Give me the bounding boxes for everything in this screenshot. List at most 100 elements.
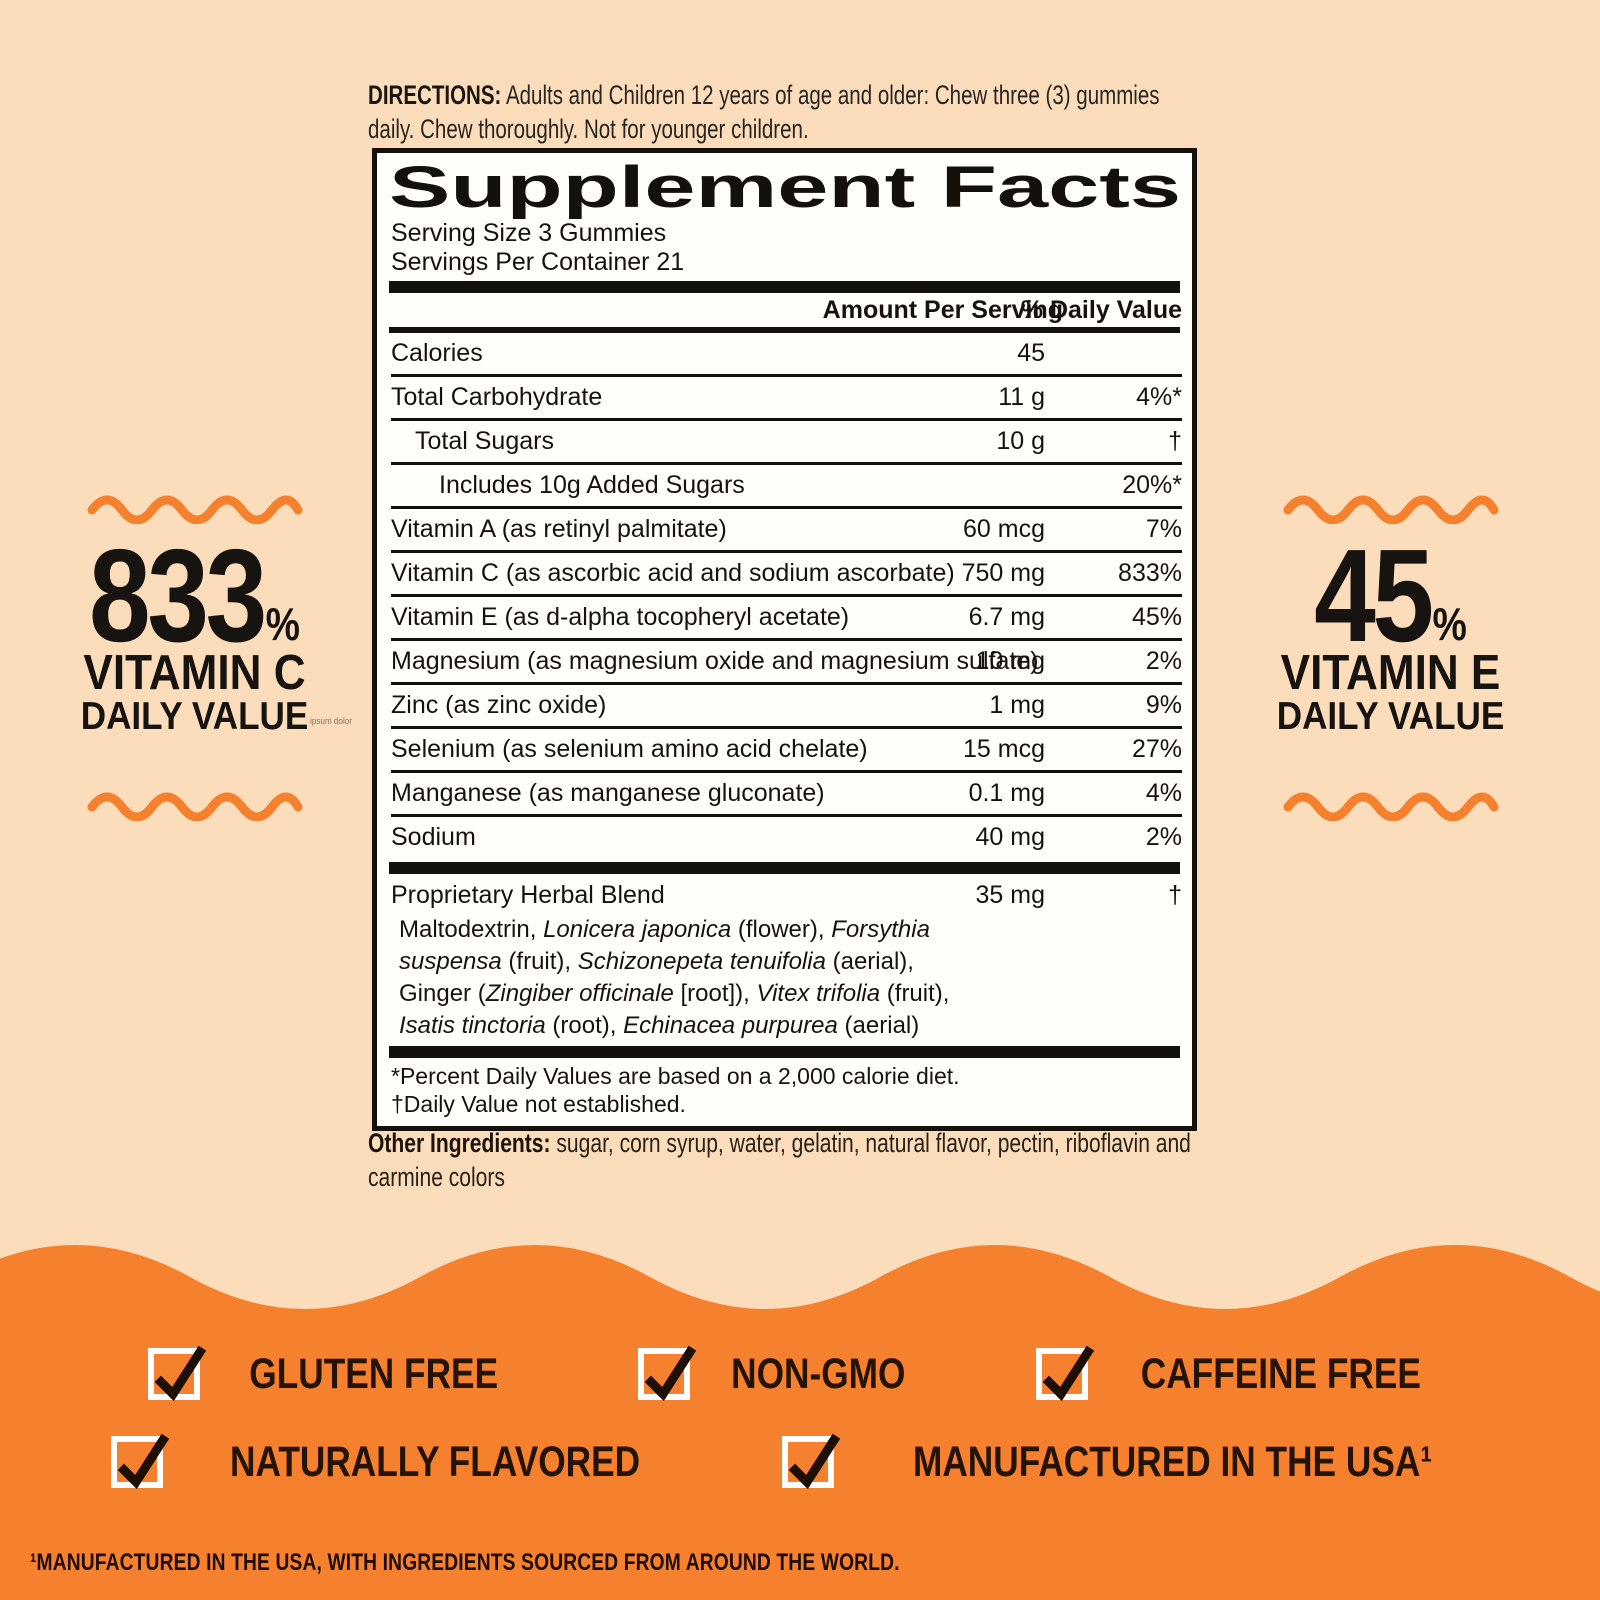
usa-footnote: ¹MANUFACTURED IN THE USA, WITH INGREDIEN…: [30, 1549, 900, 1576]
nutrient-row: Total Carbohydrate 11 g 4%*: [391, 374, 1182, 418]
vitamin-e-percent: 45 %: [1271, 522, 1510, 669]
nutrient-dv: 2%: [1145, 823, 1182, 851]
nutrient-row: Selenium (as selenium amino acid chelate…: [391, 726, 1182, 770]
nutrient-amount: 10 mg: [975, 647, 1045, 675]
nutrient-dv: 20%*: [1122, 471, 1182, 499]
nutrient-dv: 833%: [1118, 559, 1182, 587]
nutrient-row: Zinc (as zinc oxide) 1 mg 9%: [391, 682, 1182, 726]
nutrient-name: Vitamin E (as d-alpha tocopheryl acetate…: [391, 603, 850, 631]
percent-sign: %: [1432, 598, 1467, 650]
divider-thick: [389, 1046, 1180, 1058]
nutrient-dv: 9%: [1145, 691, 1182, 719]
nutrient-row: Vitamin C (as ascorbic acid and sodium a…: [391, 550, 1182, 594]
nutrient-amount: 40 mg: [975, 823, 1045, 851]
serving-size: Serving Size 3 Gummies: [391, 219, 667, 247]
servings-per-container: Servings Per Container 21: [391, 248, 685, 276]
checkbox-icon: [637, 1345, 696, 1402]
vitamin-e-value: 45: [1314, 522, 1434, 669]
watermark-text: ipsum dolor: [310, 716, 352, 726]
badge-manufactured-usa: MANUFACTURED IN THE USA¹: [781, 1433, 1489, 1490]
percent-sign: %: [265, 598, 300, 650]
nutrient-name: Calories: [391, 339, 483, 367]
column-daily-value: % Daily Value: [1020, 296, 1182, 324]
nutrient-row: Manganese (as manganese gluconate) 0.1 mg…: [391, 770, 1182, 814]
panel-title-text: Supplement Facts: [389, 157, 1181, 219]
other-ingredients-body: sugar, corn syrup, water, gelatin, natur…: [368, 1128, 1191, 1192]
nutrient-name: Total Sugars: [415, 427, 554, 455]
vitamin-c-percent: 833 %: [75, 522, 314, 669]
nutrient-amount: 1 mg: [989, 691, 1045, 719]
badge-row-1: GLUTEN FREE NON-GMO CAFFEINE FREE: [0, 1345, 1600, 1402]
nutrient-amount: 750 mg: [961, 559, 1045, 587]
daily-value-label: DAILY VALUE ipsum dolor: [66, 697, 352, 736]
nutrient-name: Magnesium (as magnesium oxide and magnes…: [391, 647, 1039, 675]
nutrient-dv: 4%: [1145, 779, 1182, 807]
nutrient-amount: 11 g: [998, 383, 1045, 411]
checkbox-icon: [148, 1345, 207, 1402]
nutrient-dv: 45%: [1131, 603, 1182, 631]
nutrient-row: Magnesium (as magnesium oxide and magnes…: [391, 638, 1182, 682]
column-amount-per-serving: Amount Per Serving: [822, 296, 1063, 324]
blend-name: Proprietary Herbal Blend: [391, 881, 665, 909]
divider-thick: [389, 862, 1180, 874]
squiggle-icon: [87, 495, 302, 524]
squiggle-icon: [1283, 792, 1498, 821]
checkbox-icon: [1036, 1345, 1095, 1402]
nutrient-dv: 2%: [1145, 647, 1182, 675]
directions-label: DIRECTIONS:: [368, 80, 502, 110]
nutrient-amount: 0.1 mg: [968, 779, 1045, 807]
vitamin-e-label: VITAMIN E: [1280, 646, 1501, 700]
badge-caffeine-free: CAFFEINE FREE: [1036, 1345, 1452, 1402]
vitamin-c-label: VITAMIN C: [83, 646, 306, 700]
blend-ingredients: Maltodextrin, Lonicera japonica (flower)…: [399, 916, 950, 1039]
nutrient-name: Includes 10g Added Sugars: [439, 471, 745, 499]
squiggle-icon: [1283, 495, 1498, 524]
nutrient-row: Includes 10g Added Sugars 20%*: [391, 462, 1182, 506]
wave-band: [0, 1245, 1600, 1600]
vitamin-c-callout: 833 % VITAMIN C DAILY VALUE ipsum dolor: [52, 484, 352, 821]
nutrient-amount: 10 g: [996, 427, 1045, 455]
nutrient-name: Zinc (as zinc oxide): [391, 691, 607, 719]
vitamin-c-value: 833: [89, 522, 267, 669]
badge-label: CAFFEINE FREE: [1140, 1350, 1422, 1398]
nutrient-row: Sodium 40 mg 2%: [391, 814, 1182, 858]
nutrient-name: Vitamin A (as retinyl palmitate): [391, 515, 727, 543]
nutrient-name: Sodium: [391, 823, 476, 851]
nutrient-amount: 15 mcg: [963, 735, 1045, 763]
badge-label: GLUTEN FREE: [249, 1350, 499, 1398]
divider-thick: [389, 281, 1180, 293]
supplement-facts-title: Supplement Facts: [389, 157, 1181, 219]
badge-label: NON-GMO: [730, 1350, 906, 1398]
nutrient-name: Total Carbohydrate: [391, 383, 603, 411]
checkbox-icon: [111, 1433, 170, 1490]
nutrient-rows: Calories 45 Total Carbohydrate 11 g 4%* Total…: [391, 333, 1182, 858]
table-header: Amount Per Serving % Daily Value: [391, 293, 1182, 327]
nutrient-row: Vitamin A (as retinyl palmitate) 60 mcg 7%: [391, 506, 1182, 550]
nutrient-dv: 7%: [1145, 515, 1182, 543]
blend-dv: †: [1168, 881, 1182, 909]
nutrient-dv: †: [1168, 427, 1182, 455]
herbal-blend-row: Proprietary Herbal Blend 35 mg †: [391, 876, 1182, 914]
badge-label: NATURALLY FLAVORED: [230, 1438, 641, 1486]
checkbox-icon: [781, 1433, 840, 1490]
other-ingredients: Other Ingredients: sugar, corn syrup, wa…: [368, 1126, 1230, 1194]
badge-gluten-free: GLUTEN FREE: [148, 1345, 525, 1402]
nutrient-amount: 60 mcg: [963, 515, 1045, 543]
daily-value-text: DAILY VALUE: [80, 695, 309, 738]
nutrient-row: Vitamin E (as d-alpha tocopheryl acetate…: [391, 594, 1182, 638]
nutrient-name: Vitamin C (as ascorbic acid and sodium a…: [391, 559, 955, 587]
other-ingredients-label: Other Ingredients:: [368, 1128, 551, 1158]
nutrient-amount: 45: [1017, 339, 1045, 367]
badge-non-gmo: NON-GMO: [637, 1345, 925, 1402]
squiggle-icon: [87, 792, 302, 821]
footnote-percent-dv: *Percent Daily Values are based on a 2,0…: [391, 1063, 960, 1089]
nutrient-row: Calories 45: [391, 333, 1182, 374]
divider-medium: [389, 327, 1180, 333]
nutrient-amount: 6.7 mg: [968, 603, 1045, 631]
badge-label: MANUFACTURED IN THE USA¹: [912, 1438, 1432, 1486]
daily-value-label: DAILY VALUE: [1276, 695, 1505, 738]
nutrient-name: Selenium (as selenium amino acid chelate…: [391, 735, 868, 763]
nutrient-name: Manganese (as manganese gluconate): [391, 779, 825, 807]
nutrient-row: Total Sugars 10 g †: [391, 418, 1182, 462]
footnote-dagger: †Daily Value not established.: [391, 1091, 686, 1117]
